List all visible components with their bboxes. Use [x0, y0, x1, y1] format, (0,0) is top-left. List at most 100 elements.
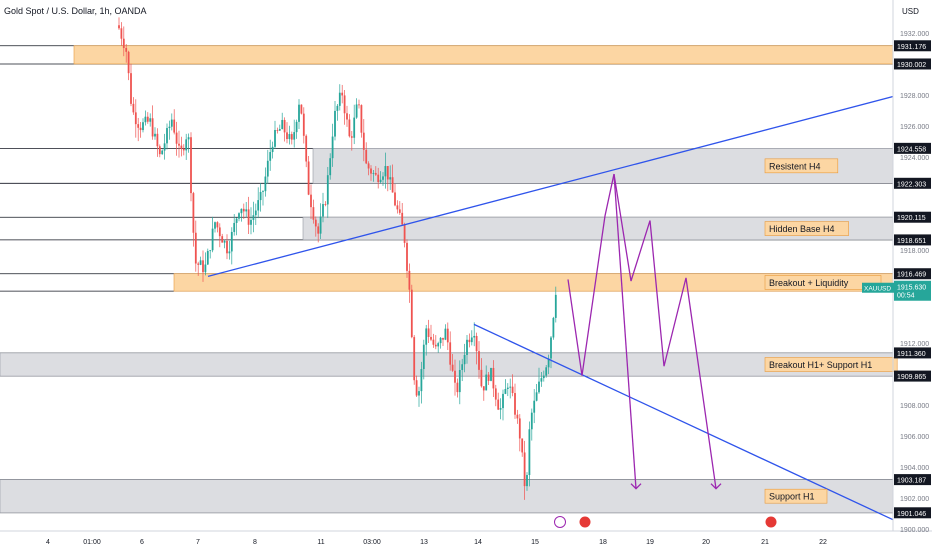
candle-body	[130, 73, 132, 104]
candle-body	[230, 231, 233, 252]
candle-body	[206, 250, 209, 265]
candle-body	[228, 251, 231, 254]
candle-body	[226, 240, 228, 254]
zone-label-box	[764, 158, 839, 174]
candle-body	[458, 370, 461, 393]
candle-body	[542, 375, 545, 379]
price-label-box	[894, 347, 931, 359]
zone-box	[0, 352, 894, 377]
y-tick-label: 1928.000	[900, 93, 929, 100]
y-tick-label: 1912.000	[900, 341, 929, 348]
candle-body	[204, 264, 207, 273]
symbol-title: Gold Spot / U.S. Dollar, 1h, OANDA	[4, 6, 147, 16]
rising-trendline	[207, 95, 894, 277]
candle-body	[365, 149, 368, 164]
candle-body	[367, 163, 370, 169]
candle-body	[307, 161, 310, 195]
candle-body	[504, 389, 507, 394]
x-tick-label: 18	[599, 539, 607, 546]
x-tick-label: 7	[196, 539, 200, 546]
zone-label-box	[764, 488, 828, 504]
candle-body	[125, 47, 128, 52]
candle-body	[242, 208, 245, 212]
axis-layer: 1932.000 1928.000 1926.000 1924.000 1918.000…	[46, 31, 931, 546]
candle-body	[343, 95, 346, 114]
candle-body	[151, 118, 154, 137]
candle-body	[422, 344, 425, 370]
candle-body	[166, 128, 168, 144]
candle-body	[410, 289, 413, 338]
price-label: 1903.187	[897, 478, 926, 485]
candle-body	[317, 226, 320, 234]
candle-body	[262, 191, 264, 192]
candle-body	[202, 260, 204, 273]
candle-body	[346, 113, 348, 120]
y-tick-label: 1924.000	[900, 155, 929, 162]
x-tick-label: 20	[702, 539, 710, 546]
candle-body	[485, 374, 488, 391]
candle-body	[312, 207, 315, 220]
candle-body	[324, 204, 327, 205]
price-label: 1920.115	[897, 215, 926, 222]
candle-body	[211, 228, 214, 251]
candle-body	[449, 342, 452, 365]
candle-body	[163, 143, 166, 151]
candle-body	[379, 179, 382, 183]
candle-body	[454, 370, 456, 383]
candle-body	[362, 132, 365, 150]
candle-body	[298, 104, 300, 122]
price-label-box	[894, 507, 931, 519]
price-label: 1922.303	[897, 181, 926, 188]
candle-body	[456, 382, 459, 393]
candle-body	[490, 367, 492, 381]
candle-body	[478, 351, 480, 370]
x-tick-label: 03:00	[363, 539, 381, 546]
candle-body	[514, 393, 516, 415]
candle-body	[221, 236, 224, 243]
candle-body	[526, 474, 528, 487]
candle-body	[506, 387, 509, 390]
candle-body	[386, 166, 389, 180]
candle-body	[538, 381, 540, 393]
labels-layer: Resistent H4 Hidden Base H4 Breakout + Liq…	[764, 158, 898, 504]
us-flag-icon	[579, 516, 591, 528]
candle-body	[370, 168, 372, 174]
x-tick-label: 21	[761, 539, 769, 546]
candle-body	[480, 369, 483, 387]
candle-body	[295, 121, 298, 133]
x-tick-label: 13	[420, 539, 428, 546]
candle-body	[394, 192, 396, 206]
y-tick-label: 1918.000	[900, 248, 929, 255]
symbol-tag-label: XAUUSD	[864, 286, 891, 293]
candle-body	[437, 343, 440, 347]
candle-body	[473, 335, 476, 338]
candle-body	[322, 204, 324, 217]
y-tick-label: 1900.000	[900, 527, 929, 534]
candle-body	[475, 335, 478, 352]
candle-body	[389, 177, 392, 180]
price-label-box	[894, 40, 931, 52]
candle-body	[134, 112, 137, 125]
candle-body	[358, 104, 360, 106]
candle-body	[545, 367, 548, 376]
x-tick-label: 19	[646, 539, 654, 546]
price-label: 1931.176	[897, 44, 926, 51]
candle-body	[348, 119, 351, 137]
price-label: 1924.558	[897, 146, 926, 153]
candle-body	[468, 339, 471, 343]
candle-body	[547, 358, 550, 368]
current-price: 1915.630	[897, 285, 926, 292]
projection-arrowhead	[710, 483, 722, 490]
candle-body	[158, 146, 161, 155]
candle-body	[302, 113, 305, 136]
candle-body	[238, 213, 240, 219]
candle-body	[197, 263, 200, 265]
candle-body	[374, 172, 377, 175]
currency-label: USD	[902, 7, 919, 16]
y-tick-label: 1904.000	[900, 465, 929, 472]
zone-label-box	[764, 357, 898, 372]
candle-body	[290, 134, 293, 140]
candle-body	[259, 191, 262, 201]
